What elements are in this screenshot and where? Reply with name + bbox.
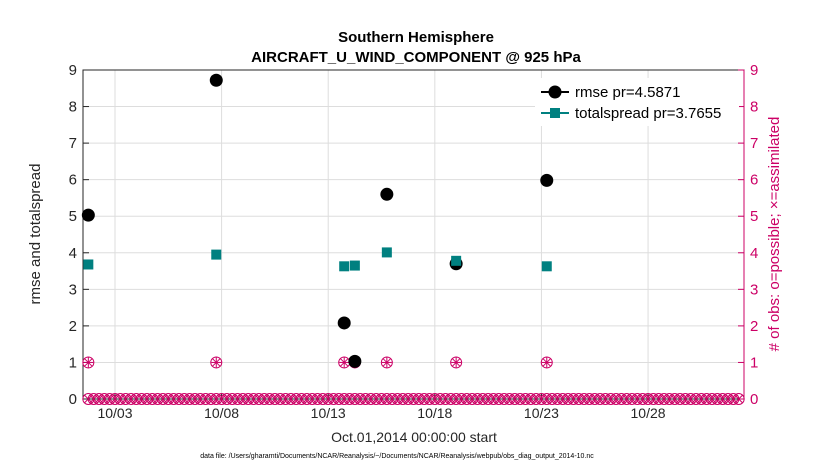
totalspread-point	[381, 247, 392, 258]
y-tick-label-left: 9	[69, 62, 77, 79]
obs-possible-marker	[210, 356, 223, 369]
y-tick-label-left: 1	[69, 354, 77, 371]
obs-count-markers	[82, 356, 745, 405]
totalspread-point	[451, 255, 462, 266]
y-tick-label-left: 5	[69, 208, 77, 225]
legend-rmse-label: rmse pr=4.5871	[575, 84, 680, 101]
axis-ticks: 0 0 1 1 2 2 3 3 4 4 5 5 6 6 7 7 8 8 9 9 10/03 10/08 10/13 10/18…	[69, 62, 759, 421]
legend: rmse pr=4.5871 totalspread pr=3.7655	[535, 78, 739, 126]
y-tick-label-left: 0	[69, 391, 77, 408]
data-series	[81, 73, 554, 368]
chart-title-line-1: Southern Hemisphere	[338, 29, 494, 46]
y-tick-label-right: 8	[750, 99, 758, 116]
y-tick-label-right: 7	[750, 135, 758, 152]
totalspread-point	[83, 259, 94, 270]
x-tick-label: 10/03	[97, 405, 132, 421]
y-tick-label-left: 7	[69, 135, 77, 152]
totalspread-point	[541, 261, 552, 272]
x-tick-label: 10/18	[417, 405, 452, 421]
x-axis-label: Oct.01,2014 00:00:00 start	[331, 429, 497, 445]
rmse-point	[540, 173, 554, 187]
y-tick-label-left: 4	[69, 245, 77, 262]
obs-possible-marker	[540, 356, 553, 369]
chart-title-line-2: AIRCRAFT_U_WIND_COMPONENT @ 925 hPa	[251, 49, 581, 66]
obs-possible-marker	[450, 356, 463, 369]
y-tick-label-right: 2	[750, 318, 758, 335]
footnote-data-file: data file: /Users/gharamti/Documents/NCA…	[200, 453, 594, 460]
y-tick-label-left: 6	[69, 172, 77, 189]
obs-possible-marker	[82, 356, 95, 369]
legend-spread-marker	[550, 108, 560, 118]
totalspread-point	[339, 261, 350, 272]
legend-rmse-marker	[548, 85, 562, 99]
rmse-point	[209, 73, 223, 87]
grid	[83, 69, 744, 400]
y-tick-label-left: 2	[69, 318, 77, 335]
y-tick-label-right: 0	[750, 391, 758, 408]
y-tick-label-left: 8	[69, 99, 77, 116]
y-tick-label-right: 4	[750, 245, 758, 262]
y-tick-label-right: 1	[750, 354, 758, 371]
legend-box	[535, 78, 739, 126]
y-tick-label-left: 3	[69, 281, 77, 298]
obs-possible-marker	[732, 393, 745, 405]
x-tick-label: 10/28	[631, 405, 666, 421]
rmse-point	[81, 208, 95, 222]
x-tick-label: 10/08	[204, 405, 239, 421]
x-tick-label: 10/13	[311, 405, 346, 421]
rmse-point	[348, 354, 362, 368]
obs-assimilated-cross	[734, 394, 744, 404]
legend-spread-label: totalspread pr=3.7655	[575, 105, 721, 122]
y-axis-label-left: rmse and totalspread	[27, 164, 44, 305]
y-tick-label-right: 5	[750, 208, 758, 225]
totalspread-point	[211, 249, 222, 260]
totalspread-point	[349, 260, 360, 271]
y-tick-label-right: 3	[750, 281, 758, 298]
obs-possible-marker	[380, 356, 393, 369]
x-tick-label: 10/23	[524, 405, 559, 421]
rmse-point	[337, 316, 351, 330]
y-tick-label-right: 9	[750, 62, 758, 79]
y-tick-label-right: 6	[750, 172, 758, 189]
rmse-point	[380, 187, 394, 201]
y-axis-label-right: # of obs: o=possible; ×=assimilated	[766, 117, 783, 352]
